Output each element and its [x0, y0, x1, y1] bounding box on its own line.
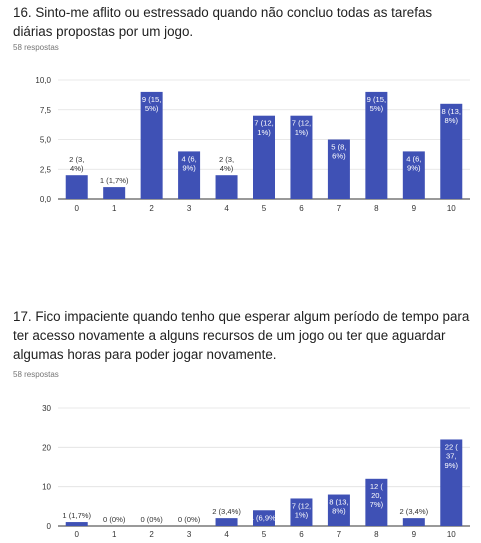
y-tick-label: 0 — [47, 522, 52, 531]
data-label: 7 (12, 1%) — [292, 501, 311, 519]
bar — [365, 91, 388, 199]
question-17-title: 17. Fico impaciente quando tenho que esp… — [13, 309, 470, 362]
y-tick-label: 10,0 — [35, 76, 51, 85]
data-label: 5 (8, 6%) — [331, 143, 346, 161]
data-label: 1 (1,7%) — [100, 176, 129, 185]
bar — [327, 494, 350, 526]
x-tick-label: 7 — [337, 530, 342, 539]
bar — [365, 478, 388, 526]
data-label: 22 (37, 9%) — [445, 442, 459, 469]
y-tick-label: 0,0 — [40, 195, 52, 204]
question-17-bar-chart: 0 10 20 30 0 1 (1,7%) 1 0 (0%) 2 0 (0%) 3 0 (0%) 4 2 … — [42, 404, 470, 539]
x-tick-label: 2 — [149, 530, 154, 539]
x-tick-label: 0 — [75, 204, 80, 213]
x-tick-label: 3 — [187, 204, 192, 213]
question-16-bar-chart: 0,0 2,5 5,0 7,5 10,0 0 2 (3, 4%) 1 1 (1,7%) 2 9 (15… — [35, 76, 470, 213]
bar — [65, 175, 88, 199]
x-tick-label: 10 — [447, 204, 456, 213]
x-tick-label: 4 — [224, 204, 229, 213]
bar — [215, 175, 238, 199]
question-17-card: 17. Fico impaciente quando tenho que esp… — [0, 300, 481, 543]
data-label: 12 (20, 7%) — [370, 482, 384, 509]
data-label: 2 (3,4%) — [212, 507, 241, 516]
x-tick-label: 6 — [299, 530, 304, 539]
bar — [178, 151, 201, 199]
data-label: 4 (6,9%) — [250, 513, 279, 522]
data-label: 7 (12, 1%) — [292, 119, 311, 137]
x-tick-label: 9 — [412, 530, 417, 539]
data-label: 2 (3,4%) — [69, 155, 84, 173]
y-tick-label: 7,5 — [40, 106, 52, 115]
x-tick-label: 1 — [112, 204, 117, 213]
x-tick-label: 6 — [299, 204, 304, 213]
x-tick-label: 10 — [447, 530, 456, 539]
bar — [440, 103, 463, 199]
bar — [290, 498, 313, 526]
question-16-response-count: 58 respostas — [13, 43, 59, 52]
data-label: 8 (13, 8%) — [442, 107, 461, 125]
data-label: 2 (3,4%) — [219, 155, 234, 173]
question-17-response-count: 58 respostas — [13, 370, 59, 379]
x-tick-label: 8 — [374, 204, 379, 213]
x-tick-label: 9 — [412, 204, 417, 213]
x-tick-label: 3 — [187, 530, 192, 539]
data-label: 4 (6,9%) — [181, 154, 196, 172]
data-label: 0 (0%) — [178, 515, 201, 524]
bar — [253, 115, 275, 199]
y-tick-label: 5,0 — [40, 136, 52, 145]
data-label: 9 (15, 5%) — [367, 95, 386, 113]
x-tick-label: 0 — [75, 530, 80, 539]
bar — [65, 522, 88, 526]
bar — [140, 91, 163, 199]
bar — [440, 439, 463, 526]
y-tick-label: 30 — [42, 404, 51, 413]
data-label: 2 (3,4%) — [399, 507, 428, 516]
data-label: 9 (15, 5%) — [142, 95, 161, 113]
data-label: 7 (12, 1%) — [254, 119, 273, 137]
bar — [290, 115, 313, 199]
y-tick-label: 10 — [42, 483, 51, 492]
y-tick-label: 20 — [42, 443, 51, 452]
bar — [402, 151, 425, 199]
x-tick-label: 1 — [112, 530, 117, 539]
x-tick-label: 4 — [224, 530, 229, 539]
bar — [327, 139, 350, 199]
bar — [103, 187, 126, 199]
data-label: 0 (0%) — [103, 515, 126, 524]
x-tick-label: 2 — [149, 204, 154, 213]
question-16-title: 16. Sinto-me aflito ou estressado quando… — [13, 5, 433, 39]
data-label: 0 (0%) — [140, 515, 163, 524]
data-label: 8 (13, 8%) — [329, 498, 348, 516]
bar — [215, 518, 238, 526]
bar — [253, 510, 275, 526]
x-tick-label: 7 — [337, 204, 342, 213]
question-16-card: 16. Sinto-me aflito ou estressado quando… — [0, 0, 481, 270]
bar — [402, 518, 425, 526]
data-label: 4 (6,9%) — [406, 154, 421, 172]
data-label: 1 (1,7%) — [62, 511, 91, 520]
x-tick-label: 5 — [262, 204, 267, 213]
x-tick-label: 8 — [374, 530, 379, 539]
x-tick-label: 5 — [262, 530, 267, 539]
y-tick-label: 2,5 — [40, 165, 52, 174]
